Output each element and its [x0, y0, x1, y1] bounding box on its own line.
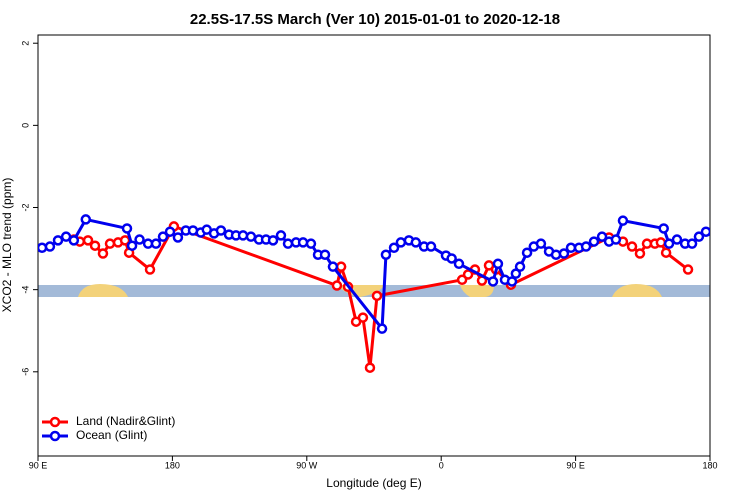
x-tick-label: 180	[165, 460, 180, 470]
data-point	[275, 230, 287, 241]
x-tick-label: 180	[702, 460, 717, 470]
data-point	[305, 238, 317, 249]
legend-label: Ocean (Glint)	[76, 428, 147, 442]
data-point	[157, 231, 169, 242]
data-point	[425, 241, 437, 252]
y-tick-label: -4	[20, 286, 30, 294]
y-tick-label: -6	[20, 368, 30, 376]
land-strip	[612, 284, 662, 297]
data-point	[565, 242, 577, 254]
data-point	[52, 235, 64, 246]
data-point	[164, 226, 176, 237]
data-point	[237, 230, 249, 241]
y-tick-label: 0	[20, 123, 30, 128]
land-strip	[78, 284, 128, 297]
data-point	[126, 240, 138, 251]
data-point	[68, 235, 80, 246]
data-point	[319, 249, 331, 260]
data-point	[521, 247, 533, 258]
data-point	[588, 236, 600, 247]
data-point	[514, 261, 526, 272]
data-point	[104, 238, 116, 249]
data-point	[80, 214, 92, 225]
data-point	[453, 258, 465, 270]
data-point	[376, 323, 388, 334]
data-point	[82, 235, 94, 246]
data-point	[335, 261, 347, 272]
data-point	[487, 276, 499, 287]
data-point	[693, 231, 705, 242]
data-point	[596, 231, 608, 242]
land-strip	[460, 285, 494, 297]
data-point	[89, 240, 101, 251]
y-axis-label: XCO2 - MLO trend (ppm)	[0, 178, 14, 313]
data-point	[682, 264, 694, 275]
data-point	[60, 231, 72, 242]
data-point	[282, 238, 294, 249]
data-point	[610, 234, 622, 245]
y-tick-label: 2	[20, 41, 30, 46]
data-point	[700, 226, 710, 237]
data-point	[121, 223, 133, 234]
data-point	[535, 238, 547, 249]
legend-label: Land (Nadir&Glint)	[76, 414, 175, 428]
data-point	[97, 248, 109, 259]
x-tick-label: 90 E	[566, 460, 585, 470]
data-point	[634, 248, 646, 259]
data-point	[410, 237, 422, 248]
x-tick-label: 90 W	[296, 460, 318, 470]
data-point	[371, 290, 383, 302]
data-point	[686, 238, 698, 249]
x-tick-label: 0	[439, 460, 444, 470]
legend-marker	[49, 430, 61, 442]
data-point	[215, 225, 227, 236]
data-point	[550, 249, 562, 260]
data-point	[506, 276, 518, 287]
data-point	[144, 264, 156, 275]
data-point	[331, 280, 343, 291]
data-point	[297, 237, 309, 248]
x-tick-label: 90 E	[29, 460, 48, 470]
data-point	[580, 241, 592, 252]
data-point	[357, 312, 369, 323]
data-point	[245, 231, 257, 242]
data-point	[38, 242, 48, 254]
y-tick-label: -2	[20, 203, 30, 211]
data-point	[380, 249, 392, 260]
map-strip	[38, 284, 710, 297]
data-point	[617, 215, 629, 226]
data-point	[364, 362, 376, 373]
plot-area	[38, 214, 710, 373]
data-point	[462, 269, 474, 280]
data-point	[558, 248, 570, 259]
data-point	[626, 241, 638, 252]
data-point	[388, 242, 400, 254]
data-point	[172, 232, 184, 243]
data-point	[446, 253, 457, 264]
data-point	[492, 258, 504, 270]
data-point	[134, 234, 145, 245]
x-axis-label: Longitude (deg E)	[326, 476, 421, 490]
data-point	[395, 237, 407, 248]
data-point	[44, 241, 56, 252]
data-point	[663, 238, 675, 249]
chart-title: 22.5S-17.5S March (Ver 10) 2015-01-01 to…	[190, 11, 560, 28]
data-point	[267, 235, 279, 246]
data-point	[327, 261, 339, 272]
legend-marker	[49, 416, 61, 428]
legend: Land (Nadir&Glint)Ocean (Glint)	[42, 414, 175, 442]
data-point	[660, 247, 672, 258]
data-point	[658, 223, 669, 234]
data-point	[150, 238, 162, 249]
data-point	[671, 234, 683, 245]
data-point	[655, 237, 667, 248]
